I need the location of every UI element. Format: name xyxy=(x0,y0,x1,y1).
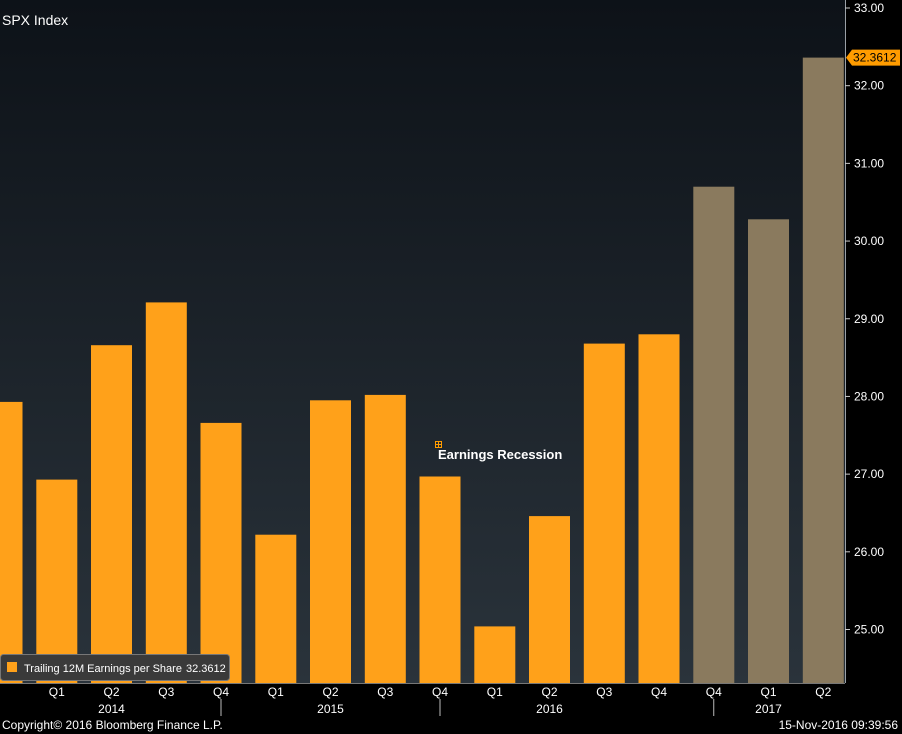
x-year-label: 2015 xyxy=(317,702,344,716)
bar-10 xyxy=(474,626,516,683)
x-tick-label: Q2 xyxy=(103,685,119,699)
x-year-label: 2016 xyxy=(536,702,563,716)
x-year-label: 2014 xyxy=(98,702,125,716)
annotation-label: Earnings Recession xyxy=(438,447,562,462)
bar-14 xyxy=(693,186,735,683)
y-tick-label: 29.00 xyxy=(854,312,884,326)
y-tick-label: 31.00 xyxy=(854,156,884,170)
x-axis-band xyxy=(0,683,846,717)
timestamp: 15-Nov-2016 09:39:56 xyxy=(779,718,899,732)
bar-9 xyxy=(419,476,461,683)
annotation: Earnings Recession xyxy=(435,441,562,462)
legend[interactable]: Trailing 12M Earnings per Share 32.3612 xyxy=(0,654,230,681)
x-tick-label: Q1 xyxy=(760,685,776,699)
x-tick-label: Q3 xyxy=(596,685,612,699)
legend-series-name: Trailing 12M Earnings per Share xyxy=(24,663,182,675)
x-tick-label: Q1 xyxy=(268,685,284,699)
y-tick-label: 32.00 xyxy=(854,79,884,93)
y-tick-label: 30.00 xyxy=(854,234,884,248)
last-value-label: 32.3612 xyxy=(853,51,897,65)
bar-4 xyxy=(145,302,187,683)
x-tick-label: Q3 xyxy=(158,685,174,699)
x-tick-label: Q2 xyxy=(815,685,831,699)
x-tick-label: Q1 xyxy=(487,685,503,699)
bar-7 xyxy=(310,400,351,683)
bar-3 xyxy=(91,345,132,683)
bar-5 xyxy=(200,422,242,683)
x-tick-label: Q3 xyxy=(377,685,393,699)
x-year-label: 2017 xyxy=(755,702,782,716)
copyright: Copyright© 2016 Bloomberg Finance L.P. xyxy=(2,718,223,732)
x-tick-label: Q2 xyxy=(322,685,338,699)
bar-16 xyxy=(802,57,844,684)
x-tick-label: Q4 xyxy=(651,685,667,699)
y-tick-label: 33.00 xyxy=(854,1,884,15)
bar-15 xyxy=(748,219,789,684)
bar-8 xyxy=(364,394,406,683)
x-tick-label: Q2 xyxy=(541,685,557,699)
y-tick-label: 27.00 xyxy=(854,467,884,481)
legend-series-value: 32.3612 xyxy=(186,663,226,675)
y-tick-label: 25.00 xyxy=(854,623,884,637)
bar-12 xyxy=(583,343,625,683)
bar-6 xyxy=(255,534,297,683)
bar-11 xyxy=(529,516,570,683)
y-tick-label: 28.00 xyxy=(854,389,884,403)
bar-13 xyxy=(638,334,680,683)
last-value-flag xyxy=(846,49,900,66)
chart-title: SPX Index xyxy=(2,12,68,28)
x-tick-label: Q4 xyxy=(213,685,229,699)
legend-label: Trailing 12M Earnings per Share 32.3612 xyxy=(24,663,226,675)
bar-2 xyxy=(36,479,78,683)
legend-box xyxy=(0,654,230,681)
legend-swatch xyxy=(7,662,17,672)
x-tick-label: Q4 xyxy=(432,685,448,699)
x-tick-label: Q4 xyxy=(706,685,722,699)
x-tick-label: Q1 xyxy=(49,685,65,699)
y-tick-label: 26.00 xyxy=(854,545,884,559)
bar-1 xyxy=(0,401,23,683)
